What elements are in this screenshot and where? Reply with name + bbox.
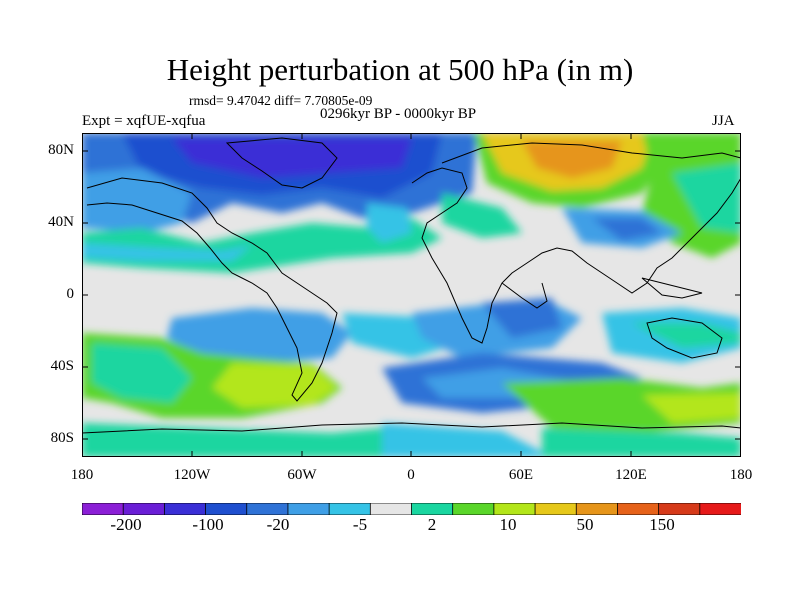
colorbar-swatch (452, 503, 495, 515)
colorbar-label: 50 (576, 515, 594, 534)
colorbar-swatch (246, 503, 289, 515)
colorbar-swatch (163, 503, 207, 515)
colorbar-swatch (411, 503, 454, 515)
lat-label-80s: 80S (50, 430, 74, 446)
colorbar-swatch (82, 503, 125, 515)
lon-label-0: 0 (407, 467, 415, 483)
colorbar-swatch (122, 503, 166, 515)
colorbar-swatch (493, 503, 536, 515)
colorbar (82, 503, 741, 515)
colorbar-swatch (617, 503, 660, 515)
lat-label-40s: 40S (50, 358, 74, 374)
map-title: Height perturbation at 500 hPa (in m) (166, 52, 634, 87)
lon-label-180w: 180 (70, 467, 94, 483)
axis-ticks (82, 133, 741, 457)
colorbar-swatch (369, 503, 413, 515)
colorbar-swatch (205, 503, 248, 515)
colorbar-label: -100 (192, 515, 224, 534)
lon-label-120e: 120E (615, 467, 647, 483)
map-panel (82, 133, 741, 457)
colorbar-swatch (287, 503, 331, 515)
lat-label-80n: 80N (48, 142, 74, 158)
colorbar-label: -200 (110, 515, 142, 534)
colorbar-label: -20 (266, 515, 290, 534)
colorbar-label: 10 (499, 515, 517, 534)
colorbar-label: 2 (427, 515, 437, 534)
lon-label-120w: 120W (173, 467, 211, 483)
lat-label-40n: 40N (48, 214, 74, 230)
colorbar-label: -5 (352, 515, 368, 534)
colorbar-swatch (575, 503, 619, 515)
colorbar-swatch (699, 503, 741, 515)
experiment-text: Expt = xqfUE-xqfua (82, 113, 206, 129)
season-text: JJA (712, 113, 735, 129)
lon-label-60w: 60W (287, 467, 317, 483)
coastlines (82, 137, 741, 434)
colorbar-swatch (534, 503, 578, 515)
lon-label-180e: 180 (729, 467, 753, 483)
lon-label-60e: 60E (508, 467, 534, 483)
height-field (82, 133, 741, 457)
colorbar-label: 150 (649, 515, 675, 534)
colorbar-swatch (658, 503, 701, 515)
stats-text: rmsd= 9.47042 diff= 7.70805e-09 (189, 93, 373, 108)
lat-label-0: 0 (66, 286, 75, 302)
period-text: 0296kyr BP - 0000kyr BP (320, 106, 477, 122)
colorbar-swatch (328, 503, 372, 515)
